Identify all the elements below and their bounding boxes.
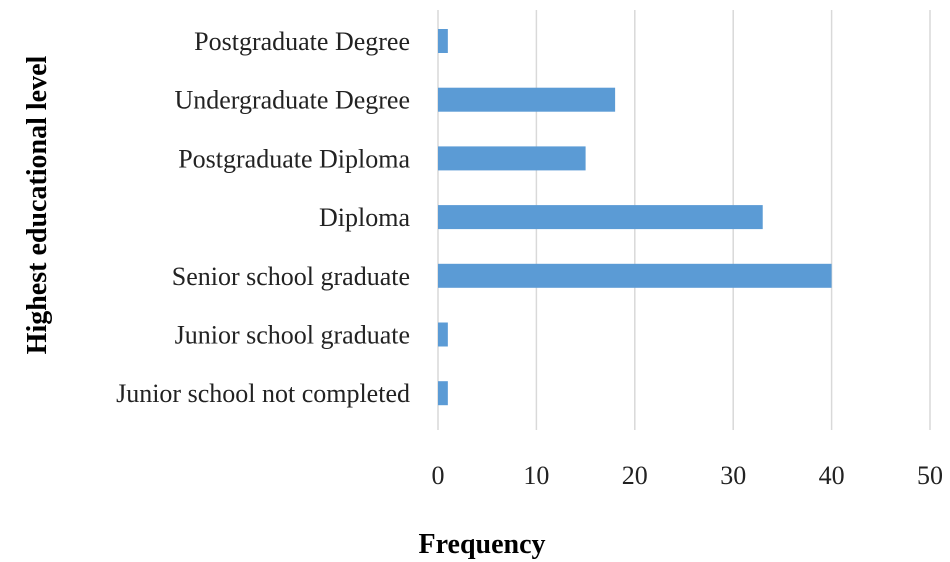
x-tick-label-40: 40 [819, 461, 845, 490]
y-axis-label: Highest educational level [22, 55, 53, 354]
x-axis-label: Frequency [418, 529, 545, 560]
bar-postgraduate-diploma [438, 146, 586, 171]
category-label: Senior school graduate [172, 262, 410, 291]
x-tick-labels: 0 10 20 30 40 50 [432, 461, 944, 490]
bar-junior-school-not-completed [438, 381, 448, 406]
x-tick-label-20: 20 [622, 461, 648, 490]
bar-undergraduate-degree [438, 87, 616, 112]
x-tick-label-0: 0 [432, 461, 445, 490]
bar-junior-school-graduate [438, 322, 448, 347]
category-labels: Postgraduate Degree Undergraduate Degree P… [116, 27, 410, 408]
x-tick-label-50: 50 [917, 461, 943, 490]
bars [438, 29, 832, 406]
bar-senior-school-graduate [438, 263, 832, 288]
x-tick-label-10: 10 [523, 461, 549, 490]
category-label: Diploma [319, 203, 410, 232]
category-label: Undergraduate Degree [174, 86, 410, 115]
x-tick-label-30: 30 [720, 461, 746, 490]
bar-diploma [438, 205, 763, 230]
bar-postgraduate-degree [438, 29, 448, 53]
category-label: Postgraduate Diploma [178, 144, 410, 173]
category-label: Junior school graduate [175, 321, 410, 350]
category-label: Postgraduate Degree [194, 27, 410, 56]
category-label: Junior school not completed [116, 379, 410, 408]
